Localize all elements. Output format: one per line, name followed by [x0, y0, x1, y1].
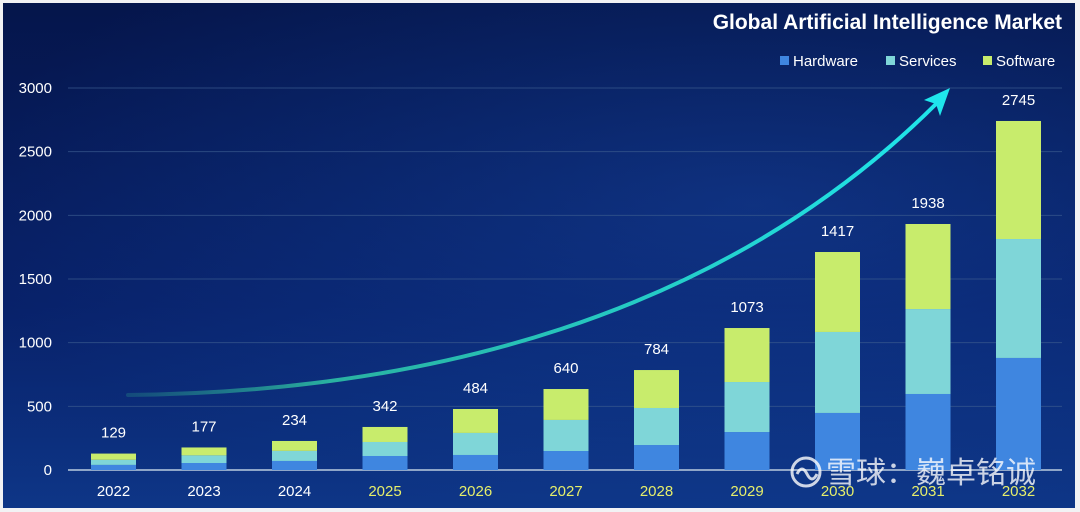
bar-segment-software — [724, 328, 770, 383]
bar-segment-hardware — [634, 445, 679, 470]
y-tick-label: 1000 — [19, 335, 52, 352]
bar-segment-hardware — [815, 412, 860, 470]
legend-swatch-software — [983, 56, 992, 65]
x-tick-label: 2025 — [368, 483, 401, 500]
total-label: 640 — [553, 360, 578, 377]
legend: Hardware Services Software — [780, 53, 1055, 70]
bar-segment-services — [996, 239, 1041, 358]
x-axis: 2022 2023 2024 2025 2026 2027 2028 2029 2030 2031… — [97, 483, 1035, 500]
total-label: 484 — [463, 380, 488, 397]
x-tick-label: 2024 — [278, 483, 311, 500]
bar-segment-services — [905, 309, 951, 394]
total-label: 784 — [644, 341, 669, 358]
bar-segment-hardware — [905, 393, 951, 470]
x-tick-label: 2031 — [911, 483, 944, 500]
x-tick-label: 2026 — [459, 483, 492, 500]
x-tick-label: 2023 — [187, 483, 220, 500]
bar-segment-hardware — [181, 462, 227, 470]
x-tick-label: 2028 — [640, 483, 673, 500]
bar-segment-software — [905, 223, 951, 310]
legend-label-software: Software — [996, 53, 1055, 70]
total-label: 1938 — [911, 195, 944, 212]
bar-segment-hardware — [543, 451, 589, 470]
bar-segment-hardware — [362, 455, 408, 470]
total-label: 1073 — [730, 299, 763, 316]
bar-segment-software — [634, 370, 679, 408]
y-tick-label: 0 — [44, 462, 52, 479]
y-tick-label: 3000 — [19, 80, 52, 97]
bar-segment-hardware — [724, 432, 770, 470]
logo-wave — [795, 467, 819, 481]
logo-ring — [790, 456, 822, 488]
legend-label-hardware: Hardware — [793, 53, 858, 70]
bar-segment-services — [362, 441, 408, 456]
x-tick-label: 2027 — [549, 483, 582, 500]
total-label: 2745 — [1002, 92, 1035, 109]
chart-title: Global Artificial Intelligence Market — [713, 11, 1062, 34]
y-tick-label: 2500 — [19, 144, 52, 161]
bar-segment-services — [724, 382, 770, 433]
bar-segment-services — [181, 455, 227, 463]
legend-swatch-services — [886, 56, 895, 65]
bar-segment-software — [453, 409, 498, 433]
snowball-logo-icon — [790, 456, 822, 488]
x-tick-label: 2030 — [821, 483, 854, 500]
x-tick-label: 2032 — [1002, 483, 1035, 500]
legend-label-services: Services — [899, 53, 957, 70]
total-label: 1417 — [821, 223, 854, 240]
y-tick-label: 2000 — [19, 207, 52, 224]
bar-segment-services — [453, 432, 498, 455]
data-labels: 129 177 234 342 484 640 784 1073 1417 1938 2745 — [101, 92, 1035, 442]
bar-segment-software — [543, 389, 589, 420]
growth-arrow-line — [126, 100, 940, 397]
total-label: 342 — [372, 398, 397, 415]
bar-segment-hardware — [272, 460, 317, 470]
chart: Global Artificial Intelligence Market Ha… — [19, 11, 1062, 500]
total-label: 129 — [101, 425, 126, 442]
legend-swatch-hardware — [780, 56, 789, 65]
y-axis: 0 500 1000 1500 2000 2500 3000 — [19, 80, 52, 479]
bar-segment-services — [91, 459, 136, 465]
total-label: 177 — [191, 418, 216, 435]
y-tick-label: 1500 — [19, 271, 52, 288]
bar-segment-software — [996, 120, 1041, 240]
x-tick-label: 2022 — [97, 483, 130, 500]
bar-segment-software — [91, 453, 136, 460]
bar-segment-software — [362, 426, 408, 442]
chart-frame: Global Artificial Intelligence Market Ha… — [3, 3, 1075, 508]
bar-segment-software — [272, 440, 317, 451]
bar-segment-services — [272, 450, 317, 461]
y-tick-label: 500 — [27, 398, 52, 415]
arrow-head-icon — [924, 88, 950, 116]
watermark-text: 雪球：巍卓铭诚 — [826, 456, 1036, 491]
bars — [91, 120, 1041, 470]
total-label: 234 — [282, 412, 307, 429]
bar-segment-services — [543, 419, 589, 452]
bar-segment-software — [815, 252, 860, 332]
watermark: 雪球：巍卓铭诚 — [790, 456, 1036, 491]
bar-segment-software — [181, 447, 227, 456]
x-tick-label: 2029 — [730, 483, 763, 500]
bar-segment-hardware — [453, 454, 498, 470]
bar-segment-hardware — [91, 464, 136, 470]
bar-segment-hardware — [996, 357, 1041, 470]
bar-segment-services — [634, 407, 679, 446]
growth-arrow — [126, 88, 950, 397]
bar-segment-services — [815, 331, 860, 413]
